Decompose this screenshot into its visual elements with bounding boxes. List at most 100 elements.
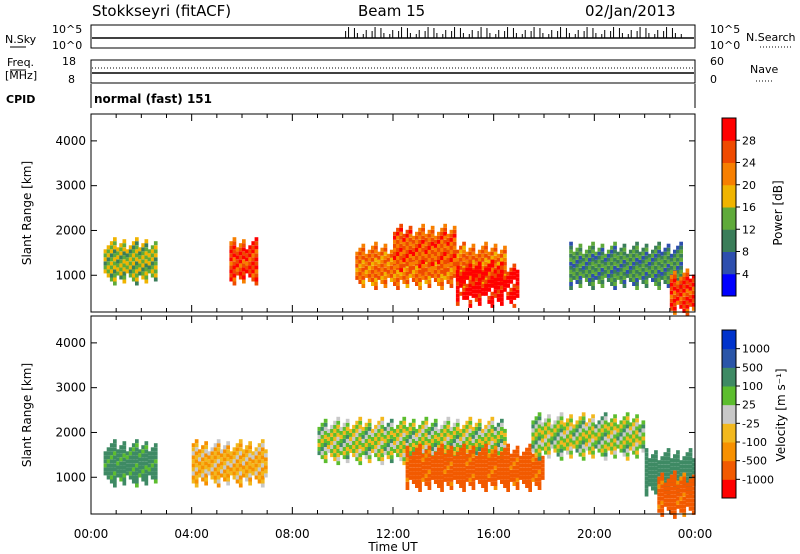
heatmap-cell xyxy=(676,458,680,463)
heatmap-cell xyxy=(603,420,608,425)
heatmap-cell xyxy=(471,482,476,486)
heatmap-cell xyxy=(119,461,123,466)
heatmap-cell xyxy=(584,273,589,278)
heatmap-cell xyxy=(462,261,466,266)
heatmap-cell xyxy=(537,456,542,461)
heatmap-cell xyxy=(477,273,482,278)
heatmap-cell xyxy=(446,477,451,482)
heatmap-cell xyxy=(242,239,246,244)
heatmap-cell xyxy=(421,231,425,236)
heatmap-cell xyxy=(588,450,592,455)
heatmap-cell xyxy=(559,444,564,449)
heatmap-cell xyxy=(323,418,328,423)
heatmap-cell xyxy=(666,263,671,268)
heatmap-cell xyxy=(588,249,592,254)
heatmap-cell xyxy=(632,273,636,278)
heatmap-cell xyxy=(506,484,510,488)
heatmap-cell xyxy=(603,412,608,417)
heatmap-cell xyxy=(540,446,545,451)
heatmap-cell xyxy=(506,467,510,472)
heatmap-cell xyxy=(204,465,208,470)
heatmap-cell xyxy=(550,424,554,429)
heatmap-cell xyxy=(333,420,337,425)
heatmap-cell xyxy=(588,278,592,282)
heatmap-cell xyxy=(405,430,410,435)
heatmap-cell xyxy=(138,259,142,264)
heatmap-cell xyxy=(440,443,444,448)
colorbar-segment xyxy=(722,207,736,230)
heatmap-cell xyxy=(474,447,479,451)
heatmap-cell xyxy=(660,460,665,465)
heatmap-cell xyxy=(619,444,624,449)
heatmap-cell xyxy=(424,441,429,445)
heatmap-cell xyxy=(676,462,680,467)
heatmap-cell xyxy=(418,264,422,269)
heatmap-cell xyxy=(421,473,425,478)
heatmap-cell xyxy=(600,448,605,453)
heatmap-cell xyxy=(654,278,658,282)
heatmap-cell xyxy=(547,426,551,431)
heatmap-cell xyxy=(229,257,234,262)
heatmap-cell xyxy=(638,259,643,264)
heatmap-cell xyxy=(688,464,693,469)
heatmap-cell xyxy=(405,284,410,288)
heatmap-cell xyxy=(534,428,539,433)
heatmap-cell xyxy=(106,467,111,472)
heatmap-cell xyxy=(641,440,646,445)
heatmap-cell xyxy=(223,477,227,482)
heatmap-cell xyxy=(578,251,583,256)
x-tick-label: 12:00 xyxy=(376,527,411,541)
heatmap-cell xyxy=(446,432,451,437)
heatmap-cell xyxy=(103,463,108,468)
heatmap-cell xyxy=(500,434,504,439)
heatmap-cell xyxy=(534,436,539,441)
heatmap-cell xyxy=(440,231,444,236)
heatmap-cell xyxy=(525,455,529,460)
heatmap-cell xyxy=(588,446,592,451)
heatmap-cell xyxy=(512,287,517,292)
heatmap-cell xyxy=(685,486,690,491)
heatmap-cell xyxy=(131,451,136,456)
heatmap-cell xyxy=(522,455,526,460)
heatmap-cell xyxy=(679,508,683,513)
heatmap-cell xyxy=(430,237,435,242)
heatmap-cell xyxy=(396,243,400,248)
heatmap-cell xyxy=(666,456,671,461)
heatmap-cell xyxy=(383,259,388,264)
heatmap-cell xyxy=(446,271,451,276)
heatmap-cell xyxy=(685,292,690,297)
heatmap-cell xyxy=(245,261,249,266)
heatmap-cell xyxy=(153,451,158,456)
heatmap-cell xyxy=(572,275,576,280)
heatmap-cell xyxy=(238,467,243,472)
heatmap-cell xyxy=(647,257,652,262)
heatmap-cell xyxy=(405,482,410,486)
heatmap-cell xyxy=(484,428,488,433)
heatmap-cell xyxy=(437,480,441,484)
heatmap-cell xyxy=(452,241,457,246)
heatmap-cell xyxy=(500,467,504,472)
heatmap-cell xyxy=(606,430,611,435)
heatmap-cell xyxy=(613,426,617,431)
heatmap-cell xyxy=(550,440,554,445)
heatmap-cell xyxy=(534,477,539,482)
heatmap-cell xyxy=(644,259,649,264)
heatmap-cell xyxy=(377,453,381,458)
heatmap-cell xyxy=(474,285,479,290)
heatmap-cell xyxy=(540,471,545,476)
heatmap-cell xyxy=(474,455,479,460)
heatmap-cell xyxy=(496,471,501,476)
heatmap-cell xyxy=(421,252,425,256)
heatmap-cell xyxy=(537,432,542,437)
heatmap-cell xyxy=(669,506,674,511)
heatmap-cell xyxy=(207,451,212,456)
heatmap-cell xyxy=(389,257,394,262)
heatmap-cell xyxy=(437,269,441,274)
heatmap-cell xyxy=(229,241,234,246)
heatmap-cell xyxy=(522,467,526,472)
heatmap-cell xyxy=(669,482,674,487)
heatmap-cell xyxy=(213,479,218,484)
heatmap-cell xyxy=(660,259,665,264)
heatmap-cell xyxy=(427,241,432,246)
heatmap-cell xyxy=(399,453,403,458)
